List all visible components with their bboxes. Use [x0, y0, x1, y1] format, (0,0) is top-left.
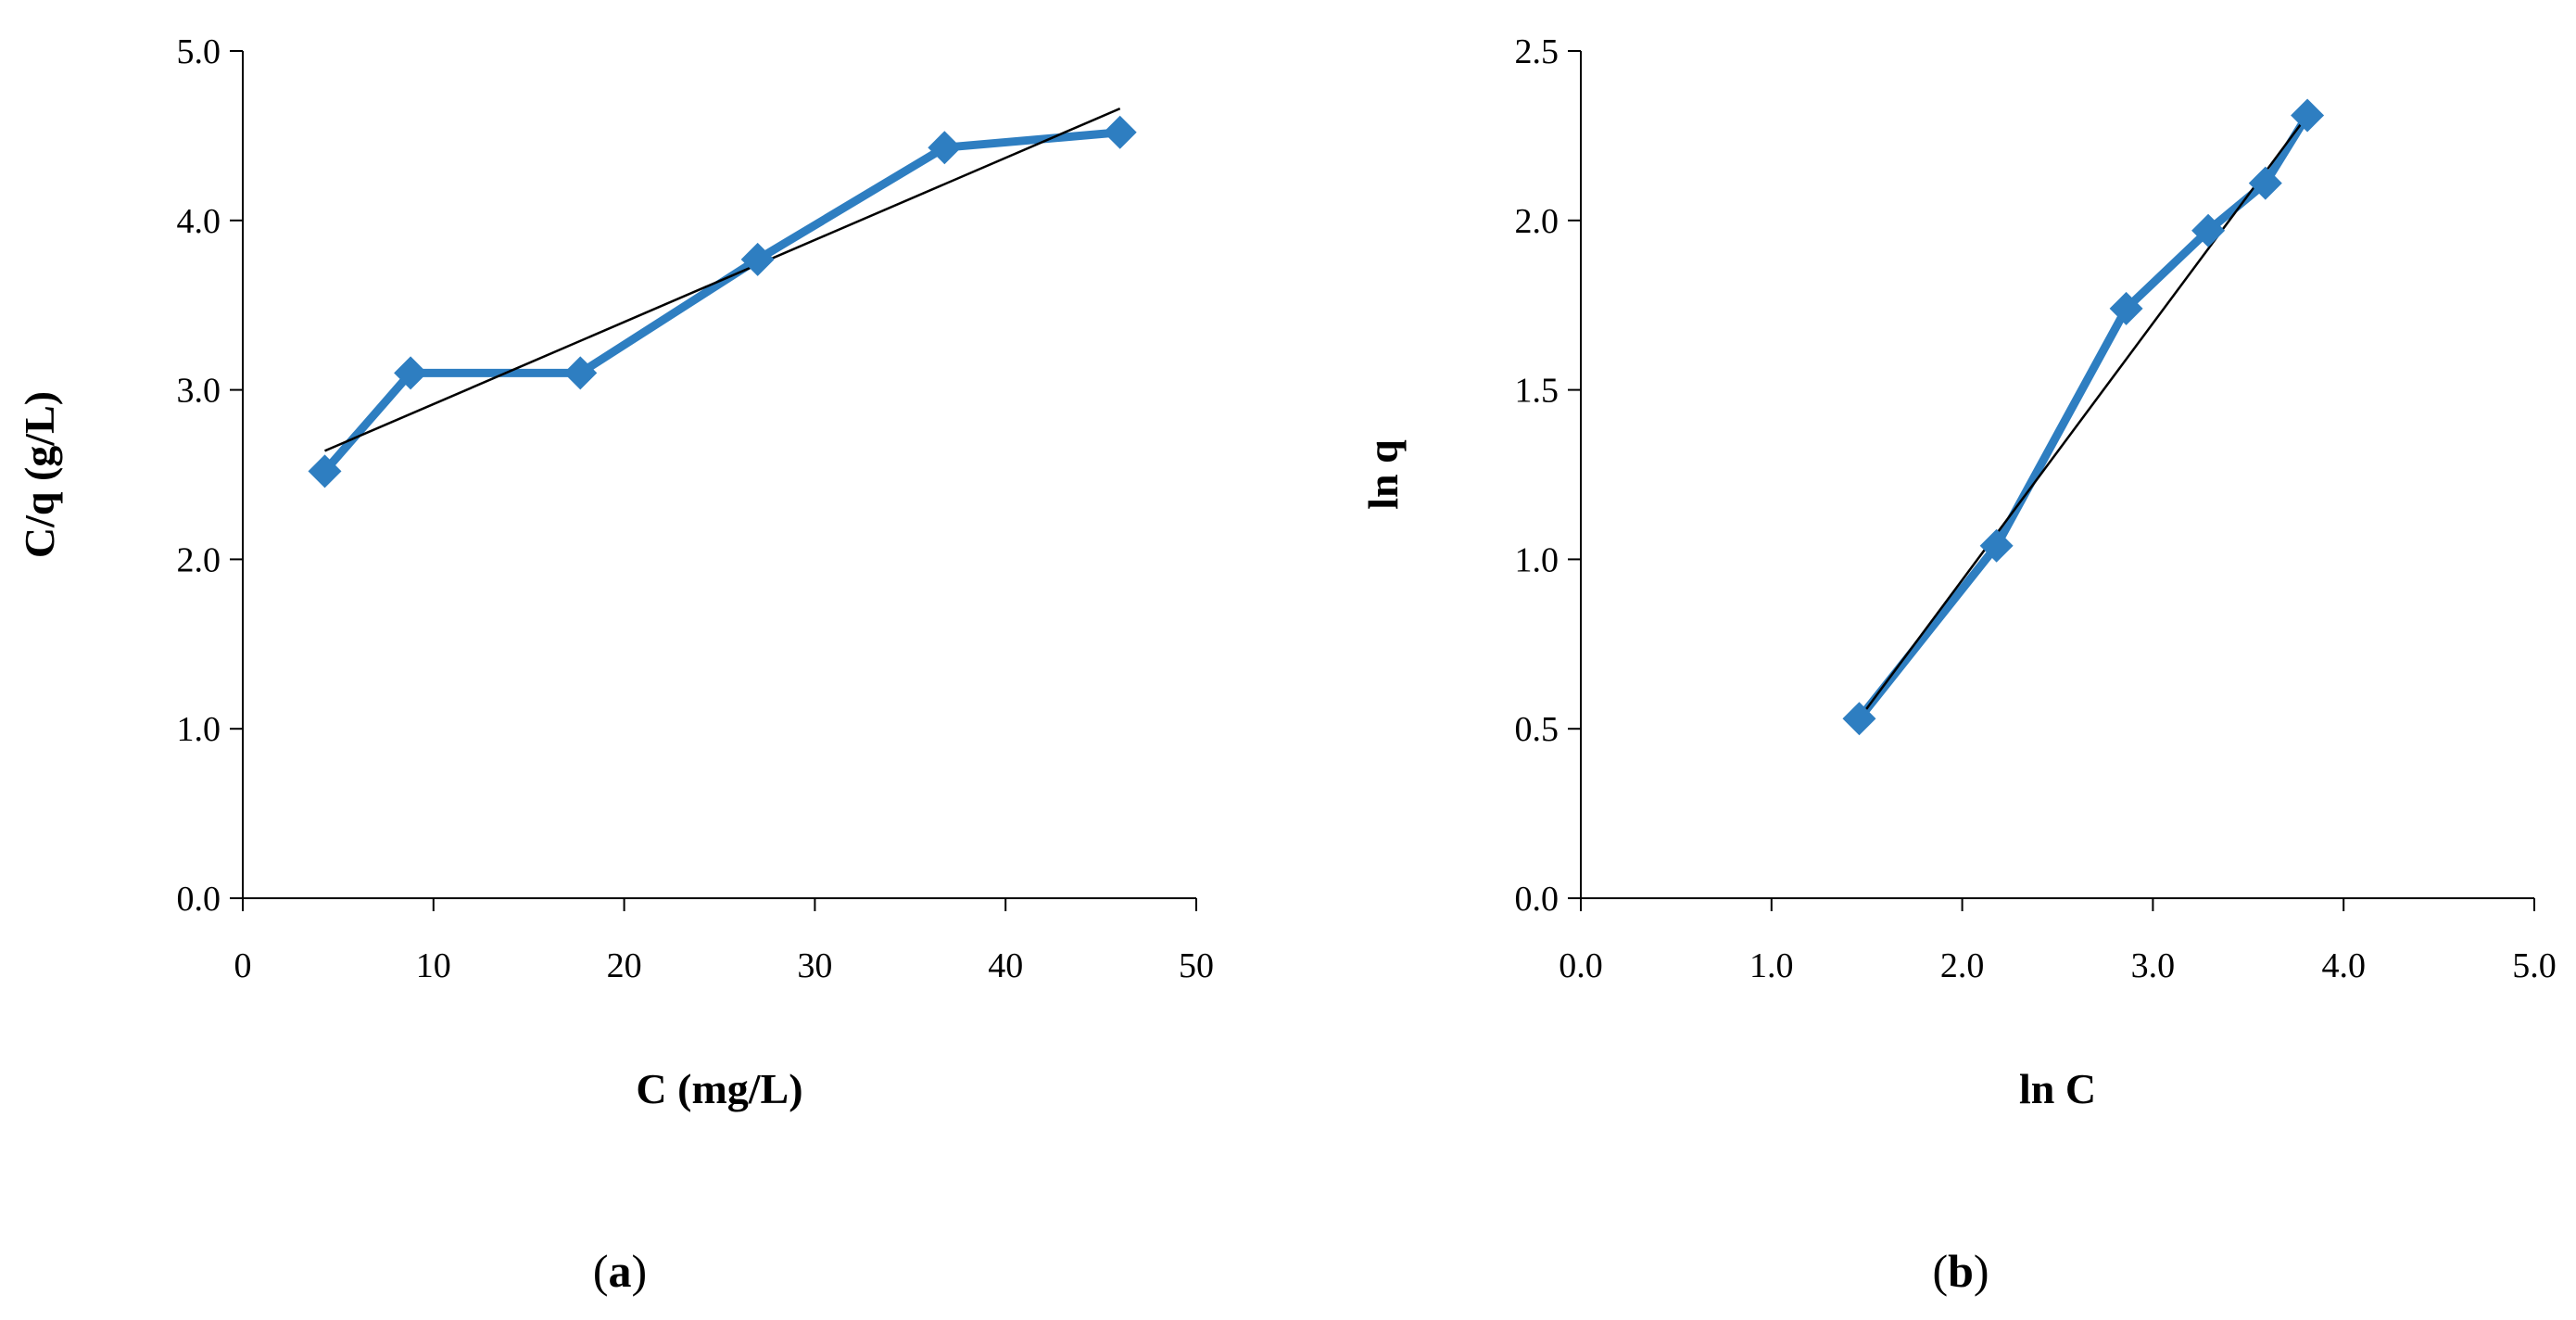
data-point	[2109, 291, 2143, 325]
trendline	[323, 108, 1121, 452]
x-axis-title: C (mg/L)	[636, 1065, 802, 1112]
y-tick-label: 1.0	[1515, 540, 1559, 579]
x-tick-label: 10	[416, 946, 451, 985]
panel-label: (a)	[593, 1245, 647, 1297]
data-point	[1103, 115, 1137, 149]
x-tick-label: 30	[797, 946, 832, 985]
data-series-line	[320, 128, 1125, 476]
data-point	[2191, 213, 2226, 248]
y-tick-label: 4.0	[177, 202, 221, 241]
x-tick-label: 40	[988, 946, 1023, 985]
x-tick-label: 0	[234, 946, 252, 985]
panel-label: (b)	[1932, 1245, 1989, 1297]
y-tick-label: 0.5	[1515, 710, 1559, 749]
y-axis-title: ln q	[1359, 439, 1407, 510]
x-tick-label: 20	[607, 946, 642, 985]
data-point	[394, 356, 428, 390]
y-tick-label: 0.0	[1515, 880, 1559, 919]
data-point	[2291, 98, 2325, 133]
x-tick-label: 5.0	[2512, 946, 2557, 985]
y-tick-label: 2.0	[177, 540, 221, 579]
data-point	[1979, 528, 2014, 563]
data-point	[308, 454, 342, 489]
x-tick-label: 3.0	[2131, 946, 2176, 985]
x-tick-label: 50	[1179, 946, 1214, 985]
data-point	[928, 131, 962, 165]
y-axis-title: C/q (g/L)	[16, 391, 63, 558]
trendline	[1858, 114, 2309, 719]
chart-a: 0.0 1.0 2.0 3.0 4.0 5.0 0 10 20 30 40 50 C (mg/L) C/q…	[16, 32, 1214, 1297]
data-point	[1842, 702, 1876, 736]
chart-b: 0.0 0.5 1.0 1.5 2.0 2.5 0.0 1.0 2.0 3.0 4.0 5.0 ln C…	[1359, 32, 2557, 1297]
y-tick-label: 2.5	[1515, 32, 1559, 71]
x-tick-label: 2.0	[1940, 946, 1985, 985]
y-tick-label: 3.0	[177, 372, 221, 411]
data-series-line	[1854, 110, 2312, 723]
x-tick-label: 0.0	[1559, 946, 1603, 985]
x-tick-label: 1.0	[1749, 946, 1794, 985]
x-axis-title: ln C	[2019, 1065, 2096, 1112]
y-tick-label: 1.0	[177, 710, 221, 749]
y-tick-label: 2.0	[1515, 202, 1559, 241]
data-point	[563, 356, 598, 390]
y-tick-label: 5.0	[177, 32, 221, 71]
data-point	[2248, 166, 2282, 200]
y-tick-label: 1.5	[1515, 372, 1559, 411]
data-point	[740, 242, 775, 276]
y-tick-label: 0.0	[177, 880, 221, 919]
x-tick-label: 4.0	[2321, 946, 2366, 985]
